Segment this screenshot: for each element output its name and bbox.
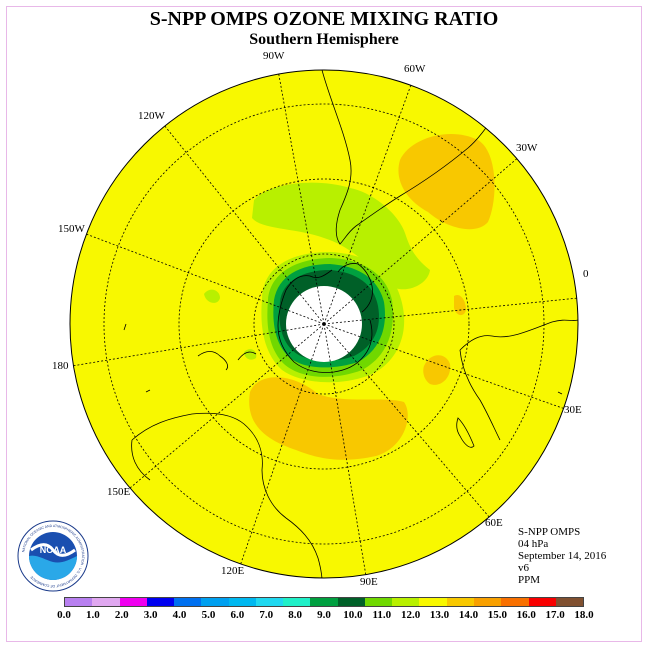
colorbar-tick-label: 18.0	[574, 609, 594, 621]
lon-label-90w: 90W	[263, 50, 285, 62]
colorbar-swatch	[310, 598, 338, 606]
lon-label-60e: 60E	[485, 517, 503, 529]
noaa-logo: NOAA NATIONAL OCEANIC AND ATMOSPHERIC AD…	[17, 520, 89, 592]
graticule	[71, 70, 578, 577]
ozone-patch-high-east	[423, 355, 451, 385]
coast-islands	[123, 219, 563, 395]
colorbar-swatch	[146, 598, 175, 606]
colorbar-tick-label: 1.0	[86, 609, 100, 621]
colorbar-tick-label: 16.0	[516, 609, 536, 621]
ozone-patch-mid-north	[252, 182, 430, 290]
colorbar-tick-label: 0.0	[57, 609, 71, 621]
colorbar	[64, 597, 584, 607]
lon-label-60w: 60W	[404, 63, 426, 75]
colorbar-tick-label: 15.0	[487, 609, 507, 621]
colorbar-swatch	[446, 598, 474, 606]
map-title: S-NPP OMPS OZONE MIXING RATIO	[149, 8, 499, 30]
coast-new-zealand	[197, 351, 257, 371]
ozone-patch-high-south	[249, 377, 408, 460]
lon-label-120e: 120E	[221, 565, 245, 577]
colorbar-swatch	[419, 598, 447, 606]
info-version: v6	[518, 562, 529, 574]
colorbar-swatch	[555, 598, 584, 606]
colorbar-swatch	[228, 598, 256, 606]
map-boundary	[69, 69, 579, 579]
lon-label-90e: 90E	[360, 576, 378, 588]
colorbar-swatch	[392, 598, 420, 606]
colorbar-tick-label: 13.0	[429, 609, 450, 621]
colorbar-tick-label: 10.0	[343, 609, 363, 621]
noaa-wordmark: NOAA	[40, 545, 67, 555]
map-subtitle: Southern Hemisphere	[249, 31, 399, 48]
coast-antarctic-peninsula	[337, 263, 373, 313]
colorbar-swatch	[255, 598, 284, 606]
lon-label-30w: 30W	[516, 142, 538, 154]
plot-frame	[6, 6, 642, 642]
lon-label-180: 180	[52, 360, 69, 372]
colorbar-tick-label: 12.0	[401, 609, 421, 621]
colorbar-tick-label: 14.0	[458, 609, 479, 621]
colorbar-swatch	[337, 598, 365, 606]
colorbar-tick-label: 3.0	[143, 609, 158, 621]
info-block: S-NPP OMPS 04 hPa September 14, 2016 v6 …	[518, 526, 606, 586]
colorbar-swatch	[473, 598, 502, 606]
colorbar-swatch	[501, 598, 529, 606]
colorbar-swatch	[201, 598, 229, 606]
colorbar-tick-label: 11.0	[372, 609, 392, 621]
info-pressure-level: 04 hPa	[518, 538, 549, 550]
ozone-patch-mid-sw	[244, 349, 257, 360]
lon-label-150e: 150E	[107, 486, 131, 498]
colorbar-tick-label: 17.0	[545, 609, 565, 621]
colorbar-swatch	[65, 598, 93, 606]
colorbar-swatch	[119, 598, 147, 606]
ozone-patch-high-nw	[398, 133, 495, 230]
coast-antarctica	[277, 269, 373, 373]
lon-label-30e: 30E	[564, 404, 582, 416]
colorbar-tick-label: 8.0	[288, 609, 302, 621]
ozone-patch-mid-west	[204, 289, 220, 303]
coast-madagascar	[456, 417, 475, 448]
lon-label-0: 0	[583, 268, 589, 280]
coast-south-america	[321, 70, 501, 245]
colorbar-tick-label: 9.0	[317, 609, 331, 621]
colorbar-swatch	[528, 598, 556, 606]
colorbar-swatch	[174, 598, 202, 606]
lon-label-120w: 120W	[138, 110, 165, 122]
coast-australia	[131, 412, 323, 578]
colorbar-swatch	[283, 598, 311, 606]
info-date: September 14, 2016	[518, 550, 607, 562]
colorbar-tick-label: 7.0	[259, 609, 274, 621]
lon-label-150w: 150W	[58, 223, 85, 235]
info-units: PPM	[518, 574, 541, 586]
colorbar-tick-label: 2.0	[114, 609, 129, 621]
coast-africa	[459, 319, 578, 441]
colorbar-tick-label: 5.0	[201, 609, 216, 621]
colorbar-swatch	[364, 598, 393, 606]
coastlines	[123, 70, 578, 578]
info-instrument: S-NPP OMPS	[518, 526, 581, 538]
colorbar-tick-label: 6.0	[230, 609, 245, 621]
map-disk	[70, 70, 578, 578]
colorbar-tick-label: 4.0	[172, 609, 187, 621]
colorbar-swatch	[92, 598, 120, 606]
